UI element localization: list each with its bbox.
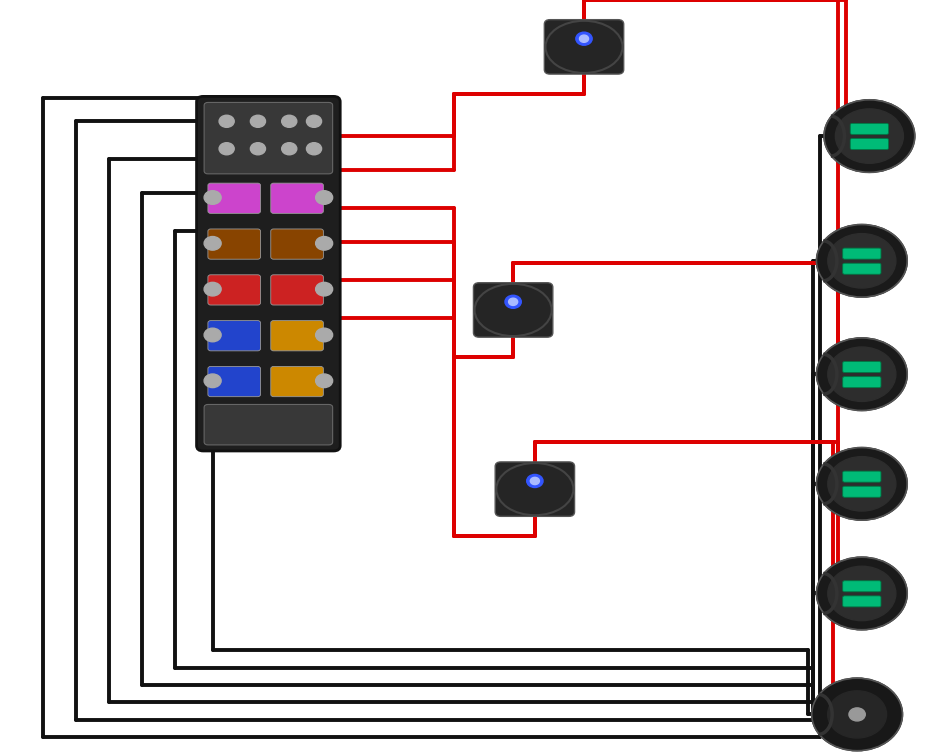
FancyBboxPatch shape bbox=[208, 229, 261, 259]
FancyBboxPatch shape bbox=[196, 97, 340, 451]
FancyBboxPatch shape bbox=[271, 229, 323, 259]
Circle shape bbox=[315, 237, 332, 250]
Circle shape bbox=[219, 143, 234, 155]
FancyBboxPatch shape bbox=[271, 321, 323, 351]
FancyBboxPatch shape bbox=[850, 123, 887, 135]
FancyBboxPatch shape bbox=[208, 183, 261, 213]
Circle shape bbox=[526, 475, 543, 488]
Circle shape bbox=[816, 448, 906, 520]
FancyBboxPatch shape bbox=[271, 367, 323, 397]
Circle shape bbox=[204, 237, 221, 250]
Ellipse shape bbox=[477, 285, 548, 335]
FancyBboxPatch shape bbox=[208, 367, 261, 397]
Circle shape bbox=[816, 338, 906, 411]
FancyBboxPatch shape bbox=[208, 274, 261, 305]
Circle shape bbox=[250, 143, 265, 155]
Circle shape bbox=[530, 477, 539, 485]
Circle shape bbox=[219, 115, 234, 127]
Circle shape bbox=[315, 282, 332, 296]
Circle shape bbox=[315, 374, 332, 388]
Circle shape bbox=[827, 347, 895, 401]
Circle shape bbox=[250, 115, 265, 127]
Circle shape bbox=[204, 282, 221, 296]
Ellipse shape bbox=[548, 22, 619, 72]
Circle shape bbox=[281, 143, 296, 155]
Circle shape bbox=[204, 191, 221, 204]
Ellipse shape bbox=[498, 464, 570, 514]
Circle shape bbox=[827, 234, 895, 288]
Circle shape bbox=[827, 457, 895, 511]
FancyBboxPatch shape bbox=[495, 462, 574, 516]
FancyBboxPatch shape bbox=[271, 274, 323, 305]
Circle shape bbox=[823, 100, 914, 172]
FancyBboxPatch shape bbox=[544, 20, 623, 74]
FancyBboxPatch shape bbox=[271, 183, 323, 213]
Circle shape bbox=[306, 115, 321, 127]
Circle shape bbox=[816, 557, 906, 630]
FancyBboxPatch shape bbox=[842, 361, 880, 373]
Circle shape bbox=[315, 191, 332, 204]
FancyBboxPatch shape bbox=[473, 283, 552, 337]
Circle shape bbox=[811, 678, 902, 751]
Circle shape bbox=[281, 115, 296, 127]
FancyBboxPatch shape bbox=[204, 404, 332, 445]
FancyBboxPatch shape bbox=[204, 103, 332, 174]
Circle shape bbox=[504, 296, 521, 308]
Circle shape bbox=[204, 374, 221, 388]
Circle shape bbox=[827, 691, 885, 738]
FancyBboxPatch shape bbox=[842, 471, 880, 482]
Circle shape bbox=[508, 298, 517, 305]
FancyBboxPatch shape bbox=[842, 376, 880, 388]
Circle shape bbox=[315, 328, 332, 342]
Circle shape bbox=[306, 143, 321, 155]
FancyBboxPatch shape bbox=[842, 486, 880, 497]
Circle shape bbox=[848, 708, 865, 721]
FancyBboxPatch shape bbox=[208, 321, 261, 351]
FancyBboxPatch shape bbox=[842, 263, 880, 274]
FancyBboxPatch shape bbox=[850, 138, 887, 150]
Circle shape bbox=[579, 35, 588, 42]
Circle shape bbox=[816, 225, 906, 297]
Circle shape bbox=[834, 109, 902, 163]
Circle shape bbox=[827, 566, 895, 621]
FancyBboxPatch shape bbox=[842, 596, 880, 607]
FancyBboxPatch shape bbox=[842, 581, 880, 592]
Circle shape bbox=[575, 33, 592, 45]
FancyBboxPatch shape bbox=[842, 248, 880, 259]
Circle shape bbox=[204, 328, 221, 342]
